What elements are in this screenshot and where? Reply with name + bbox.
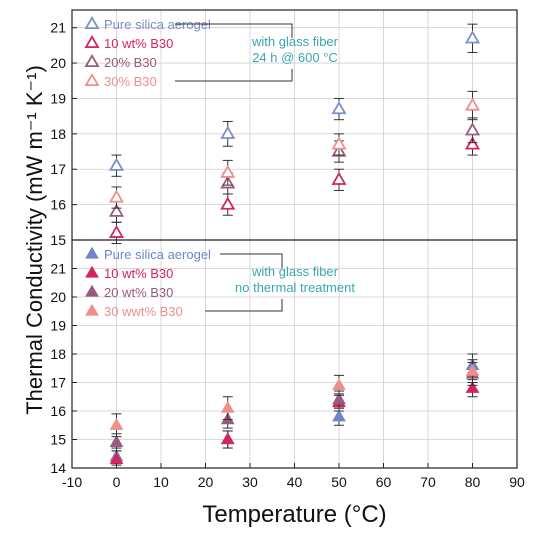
y-tick-label: 17 [50, 375, 66, 391]
data-point [465, 363, 480, 376]
data-point [108, 189, 125, 203]
y-tick-label: 15 [50, 232, 66, 248]
y-tick-label: 21 [50, 20, 66, 36]
legend-label: 10 wt% B30 [104, 266, 173, 281]
x-tick-label: 80 [465, 474, 481, 490]
annotation-text: with glass fiber [251, 264, 339, 279]
legend-label: Pure silica aerogel [104, 247, 211, 262]
annotation-text: no thermal treatment [235, 280, 355, 295]
annotation-text: 24 h @ 600 °C [252, 50, 338, 65]
x-tick-label: 60 [376, 474, 392, 490]
grid-layer [72, 10, 517, 468]
y-tick-label: 18 [50, 126, 66, 142]
annotation-bracket [175, 23, 293, 38]
y-tick-label: 14 [50, 460, 66, 476]
legend-marker [84, 53, 100, 68]
data-point [220, 164, 236, 178]
legend-marker [85, 265, 99, 278]
marks-layer [108, 23, 481, 469]
y-tick-label: 18 [50, 346, 66, 362]
x-tick-label: 30 [242, 474, 258, 490]
legend-marker [84, 34, 100, 49]
legend-label: 20 wt% B30 [104, 285, 173, 300]
x-tick-label: 40 [287, 474, 303, 490]
legend-marker [85, 246, 99, 259]
data-point [220, 125, 236, 139]
annotation-text: with glass fiber [251, 34, 339, 49]
x-tick-label: 0 [113, 474, 121, 490]
y-tick-label: 20 [50, 289, 66, 305]
data-point [109, 418, 124, 430]
axes-layer: -10 0 10 20 30 40 50 60 70 80 90 15 16 17 18 19 20 21 14 15… [50, 20, 525, 490]
data-point [465, 380, 480, 393]
data-point [108, 203, 125, 217]
x-tick-label: 90 [509, 474, 525, 490]
y-tick-label: 21 [50, 261, 66, 277]
data-point [331, 136, 347, 150]
legend-label: 10 wt% B30 [104, 36, 173, 51]
data-point [332, 378, 346, 391]
y-tick-label: 15 [50, 432, 66, 448]
data-point [108, 224, 125, 238]
annotation-bracket [220, 253, 283, 268]
data-point [464, 122, 481, 136]
x-tick-label: 50 [331, 474, 347, 490]
legend-label: 30 wwt% B30 [104, 304, 183, 319]
data-point [109, 435, 124, 448]
data-point [331, 171, 347, 185]
y-tick-label: 19 [50, 318, 66, 334]
legend-marker [85, 303, 99, 316]
y-tick-label: 19 [50, 90, 66, 106]
legend-label: 20% B30 [104, 55, 157, 70]
x-tick-label: 70 [420, 474, 436, 490]
x-tick-label: -10 [62, 474, 82, 490]
x-tick-label: 10 [153, 474, 169, 490]
data-point [220, 432, 235, 445]
data-point [108, 157, 125, 171]
legend-marker [84, 15, 100, 30]
data-point [464, 136, 481, 150]
data-point [464, 30, 481, 44]
legend-label: 30% B30 [104, 74, 157, 89]
data-point [220, 400, 235, 413]
annotation-bracket [175, 69, 293, 82]
legend-label: Pure silica aerogel [104, 17, 211, 32]
data-point [331, 101, 347, 115]
data-point [332, 392, 346, 405]
data-point [220, 196, 236, 210]
annotation-bracket [205, 299, 283, 312]
legend-layer: Pure silica aerogel 10 wt% B30 20% B30 30% … [84, 15, 355, 319]
data-point [332, 409, 346, 422]
data-point [464, 97, 481, 111]
y-tick-label: 20 [50, 55, 66, 71]
x-tick-label: 20 [198, 474, 214, 490]
legend-marker [85, 284, 99, 297]
x-axis-label: Temperature (°C) [202, 501, 386, 528]
y-axis-label: Thermal Conductivity (mW m⁻¹ K⁻¹) [22, 65, 47, 415]
y-tick-label: 17 [50, 161, 66, 177]
y-tick-label: 16 [50, 197, 66, 213]
y-tick-label: 16 [50, 403, 66, 419]
legend-marker [84, 72, 100, 87]
